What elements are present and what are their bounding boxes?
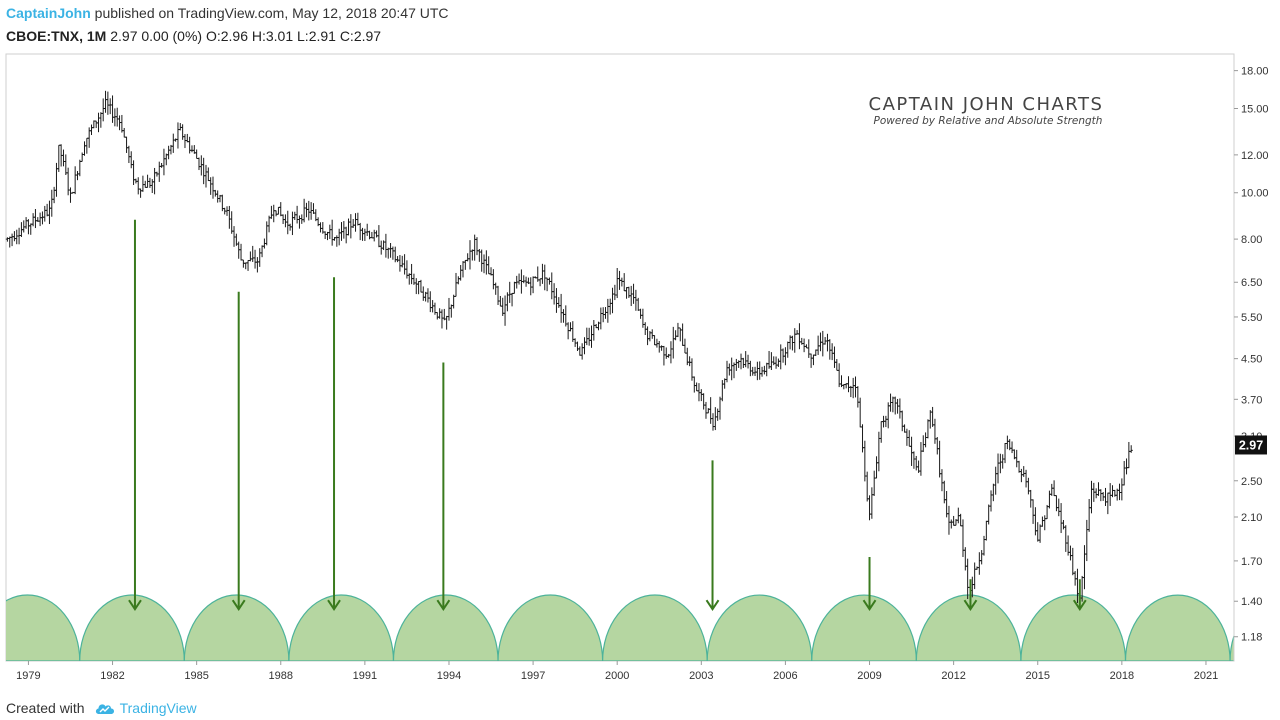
cycle-low-arrow [1072,579,1087,612]
cycle-low-arrow [862,556,877,612]
arrow-head [231,599,246,612]
ohlc-bar [1129,445,1133,453]
x-tick-label: 2021 [1194,670,1218,682]
arrow-head [862,599,877,612]
cycle-arc [811,594,917,661]
author-link[interactable]: CaptainJohn [6,5,91,21]
y-tick-label: 5.50 [1241,312,1262,324]
y-tick-label: 15.00 [1241,104,1269,116]
symbol-label: CBOE:TNX, 1M [6,28,107,44]
x-tick-label: 2003 [689,670,713,682]
arrow-head [128,599,142,612]
arrow-head [705,599,720,612]
cycle-arc [1020,594,1127,661]
tradingview-link[interactable]: TradingView [119,700,197,716]
y-axis[interactable]: 18.00 15.00 12.00 10.00 8.00 6.50 5.50 4.50 3.70… [1234,66,1269,644]
cycle-low-arrow [705,460,720,612]
x-tick-label: 2009 [857,670,881,682]
cycle-arc [602,594,708,661]
last-price-tag: 2.97 [1235,435,1267,455]
y-tick-label: 10.00 [1241,188,1269,200]
price-bars [5,90,1133,603]
cycle-low-arrow [231,291,246,612]
quote-values: 2.97 0.00 (0%) O:2.96 H:3.01 L:2.91 C:2.… [110,28,382,44]
x-tick-label: 2018 [1110,670,1134,682]
y-tick-label: 4.50 [1241,354,1262,366]
footer: Created with TradingView [6,700,197,716]
y-tick-label: 3.70 [1241,394,1262,406]
watermark-title: CAPTAIN JOHN CHARTS [869,94,1104,115]
cycle-arc [6,594,81,661]
publish-text: published on TradingView.com, May 12, 20… [94,5,449,21]
cycle-arc [288,594,395,661]
y-tick-label: 8.00 [1241,234,1262,246]
y-tick-label: 18.00 [1241,66,1269,78]
x-axis[interactable]: 1979 1982 1985 1988 1991 1994 1997 2000 2003 2006… [16,661,1218,682]
arrow-head [327,599,341,612]
cycle-arcs [6,594,1234,661]
cycle-arc [392,594,499,661]
last-price-box [1235,435,1267,455]
cycle-arc [1229,634,1234,661]
watermark-tagline: Powered by Relative and Absolute Strengt… [874,115,1103,127]
x-tick-label: 1985 [184,670,208,682]
cycle-arc [1124,595,1231,661]
cycle-arc [497,594,604,661]
x-tick-label: 1988 [269,670,293,682]
x-tick-label: 1994 [437,670,461,682]
created-with-text: Created with [6,700,85,716]
x-tick-label: 1997 [521,670,545,682]
cycle-low-arrow [128,219,142,612]
chart-watermark: CAPTAIN JOHN CHARTS Powered by Relative … [869,94,1104,127]
tradingview-cloud-icon[interactable] [94,701,116,715]
y-tick-label: 12.00 [1241,150,1269,162]
x-tick-label: 2000 [605,670,629,682]
y-tick-label: 6.50 [1241,277,1262,289]
plot-frame [5,53,1235,662]
arrow-head [1072,599,1087,612]
y-tick-label: 2.50 [1241,476,1262,488]
cycle-arc [706,594,813,661]
y-tick-label: 1.70 [1241,556,1262,568]
arrow-head [963,599,978,612]
cycle-low-arrow [436,362,451,612]
arrow-head [436,599,451,612]
cycle-low-arrows [128,219,1087,612]
x-tick-label: 1979 [16,670,40,682]
x-tick-label: 1982 [100,670,124,682]
y-tick-label: 1.18 [1241,632,1262,644]
y-tick-label: 2.10 [1241,512,1262,524]
cycle-low-arrow [327,277,341,612]
publish-info: CaptainJohn published on TradingView.com… [6,5,449,21]
cycle-low-arrow [963,579,978,612]
x-tick-label: 1991 [353,670,377,682]
last-price-label: 2.97 [1239,438,1263,452]
x-tick-label: 2015 [1026,670,1050,682]
symbol-info: CBOE:TNX, 1M 2.97 0.00 (0%) O:2.96 H:3.0… [6,28,381,44]
y-tick-label: 1.40 [1241,596,1262,608]
x-tick-label: 2012 [941,670,965,682]
x-tick-label: 2006 [773,670,797,682]
